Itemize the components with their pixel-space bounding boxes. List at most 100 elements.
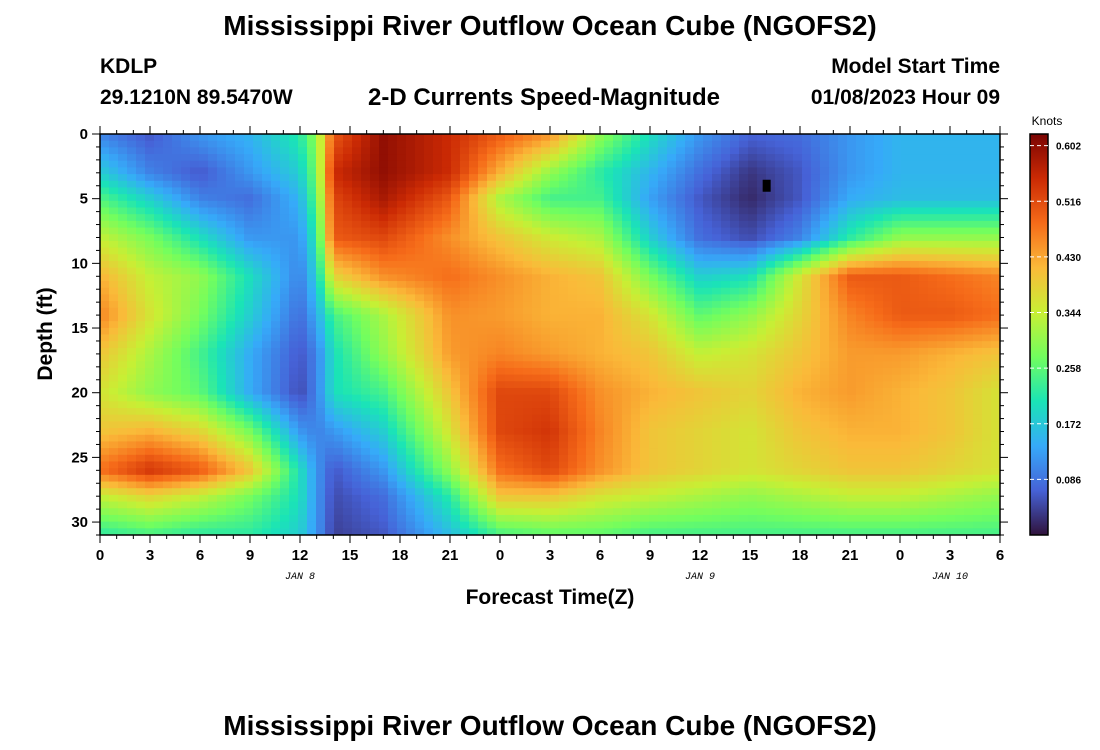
- heatmap-cell: [613, 207, 623, 215]
- heatmap-cell: [640, 254, 650, 262]
- heatmap-cell: [721, 227, 731, 235]
- heatmap-cell: [487, 374, 497, 382]
- heatmap-cell: [352, 307, 362, 316]
- heatmap-cell: [325, 354, 335, 362]
- heatmap-cell: [334, 401, 344, 409]
- heatmap-cell: [298, 361, 308, 369]
- heatmap-cell: [748, 307, 758, 316]
- heatmap-cell: [766, 254, 776, 262]
- heatmap-cell: [658, 174, 668, 182]
- heatmap-cell: [748, 301, 758, 309]
- heatmap-cell: [910, 214, 920, 222]
- heatmap-cell: [973, 321, 983, 329]
- heatmap-cell: [460, 200, 470, 209]
- heatmap-cell: [685, 247, 695, 255]
- heatmap-cell: [847, 374, 857, 382]
- heatmap-cell: [451, 260, 461, 269]
- heatmap-cell: [829, 234, 839, 242]
- heatmap-cell: [559, 220, 569, 229]
- heatmap-cell: [694, 234, 704, 242]
- heatmap-cell: [280, 214, 290, 222]
- heatmap-cell: [127, 234, 137, 242]
- heatmap-cell: [172, 454, 182, 463]
- heatmap-cell: [208, 200, 218, 209]
- heatmap-cell: [982, 227, 992, 235]
- heatmap-cell: [604, 387, 614, 396]
- heatmap-cell: [541, 160, 551, 169]
- heatmap-cell: [712, 461, 722, 469]
- heatmap-cell: [136, 294, 146, 302]
- heatmap-cell: [109, 281, 119, 289]
- heatmap-cell: [991, 267, 1000, 275]
- heatmap-cell: [343, 401, 353, 409]
- heatmap-cell: [118, 194, 128, 202]
- heatmap-cell: [514, 167, 524, 175]
- heatmap-cell: [856, 281, 866, 289]
- heatmap-cell: [154, 160, 164, 169]
- heatmap-cell: [703, 394, 713, 402]
- heatmap-cell: [982, 287, 992, 295]
- heatmap-cell: [721, 461, 731, 469]
- heatmap-cell: [469, 240, 479, 249]
- heatmap-cell: [217, 140, 227, 148]
- heatmap-cell: [847, 187, 857, 195]
- heatmap-cell: [775, 401, 785, 409]
- heatmap-cell: [190, 414, 200, 422]
- heatmap-cell: [775, 240, 785, 249]
- heatmap-cell: [649, 327, 659, 336]
- heatmap-cell: [784, 247, 794, 255]
- heatmap-cell: [802, 180, 812, 189]
- heatmap-cell: [784, 234, 794, 242]
- heatmap-cell: [964, 200, 974, 209]
- heatmap-cell: [262, 227, 272, 235]
- heatmap-cell: [415, 381, 425, 389]
- heatmap-cell: [442, 294, 452, 302]
- heatmap-cell: [568, 234, 578, 242]
- heatmap-cell: [379, 394, 389, 402]
- heatmap-cell: [541, 274, 551, 282]
- heatmap-cell: [955, 207, 965, 215]
- heatmap-cell: [838, 200, 848, 209]
- chart-subtitle: 2-D Currents Speed-Magnitude: [368, 84, 721, 111]
- heatmap-cell: [883, 428, 893, 436]
- heatmap-cell: [928, 454, 938, 463]
- heatmap-cell: [235, 214, 245, 222]
- heatmap-cell: [226, 281, 236, 289]
- heatmap-cell: [163, 448, 173, 456]
- heatmap-cell: [280, 394, 290, 402]
- heatmap-cell: [694, 154, 704, 162]
- heatmap-cell: [577, 401, 587, 409]
- heatmap-cell: [874, 214, 884, 222]
- heatmap-cell: [226, 374, 236, 382]
- heatmap-cell: [730, 408, 740, 416]
- heatmap-cell: [712, 167, 722, 175]
- heatmap-cell: [604, 428, 614, 436]
- heatmap-cell: [208, 307, 218, 316]
- heatmap-cell: [883, 240, 893, 249]
- heatmap-cell: [865, 381, 875, 389]
- heatmap-cell: [154, 294, 164, 302]
- heatmap-cell: [973, 254, 983, 262]
- heatmap-cell: [280, 254, 290, 262]
- heatmap-cell: [730, 167, 740, 175]
- heatmap-cell: [919, 327, 929, 336]
- heatmap-cell: [838, 394, 848, 402]
- heatmap-cell: [595, 160, 605, 169]
- heatmap-cell: [100, 260, 110, 269]
- heatmap-cell: [694, 140, 704, 148]
- heatmap-cell: [352, 448, 362, 456]
- heatmap-cell: [370, 394, 380, 402]
- heatmap-cell: [946, 307, 956, 316]
- heatmap-cell: [208, 327, 218, 336]
- heatmap-cell: [163, 341, 173, 349]
- heatmap-cell: [577, 301, 587, 309]
- heatmap-cell: [370, 180, 380, 189]
- heatmap-cell: [946, 408, 956, 416]
- heatmap-cell: [235, 140, 245, 148]
- heatmap-cell: [793, 394, 803, 402]
- heatmap-cell: [118, 321, 128, 329]
- heatmap-cell: [802, 307, 812, 316]
- heatmap-cell: [541, 260, 551, 269]
- heatmap-cell: [748, 408, 758, 416]
- heatmap-cell: [100, 448, 110, 456]
